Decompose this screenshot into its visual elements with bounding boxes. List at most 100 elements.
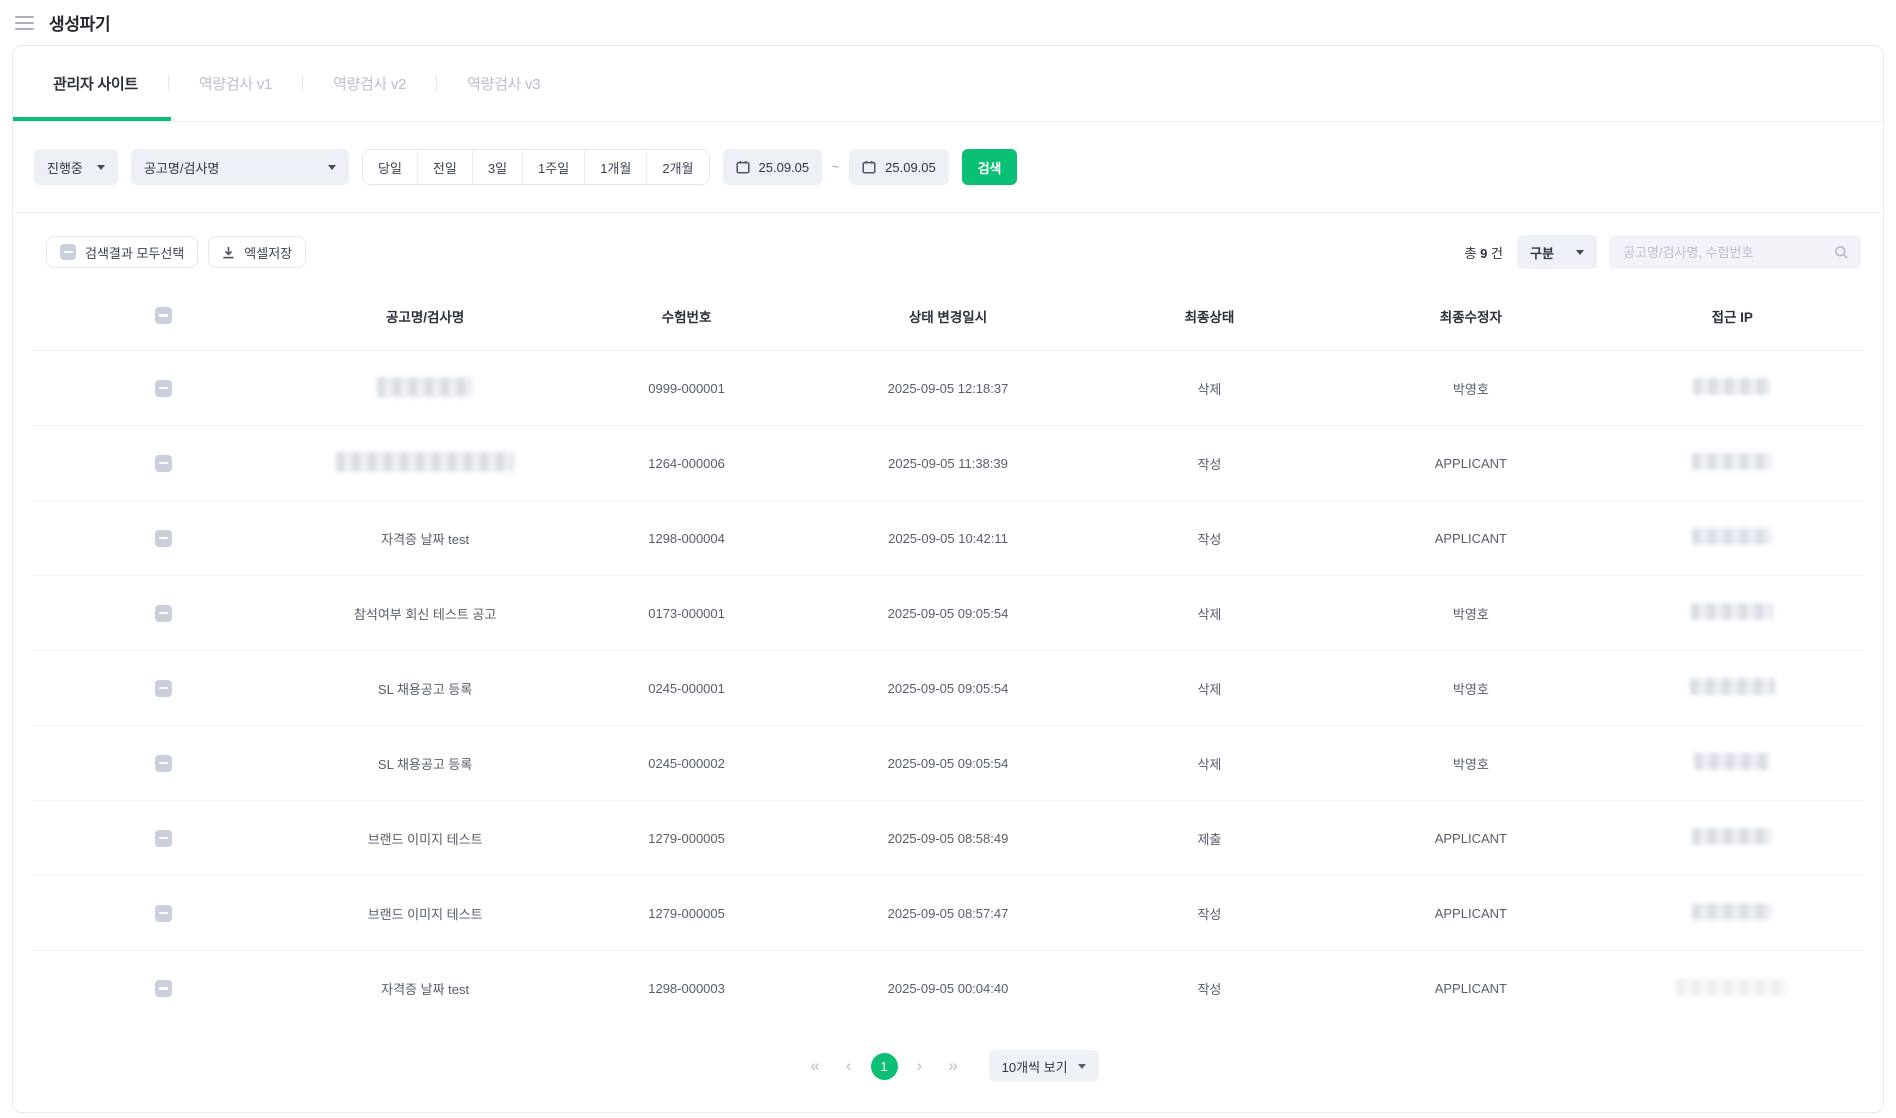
cell-name <box>294 376 555 400</box>
tab-separator <box>167 76 169 91</box>
cell-exam-no: 0999-000001 <box>648 380 725 396</box>
status-select[interactable]: 진행중 <box>34 149 118 185</box>
status-select-value: 진행중 <box>47 160 83 176</box>
cell-name: 자격증 날짜 test <box>381 531 470 547</box>
range-button-0[interactable]: 당일 <box>363 150 417 184</box>
cell-changed-at: 2025-09-05 08:58:49 <box>887 830 1009 846</box>
table-row[interactable]: 브랜드 이미지 테스트 1279-000005 2025-09-05 08:58… <box>33 801 1863 876</box>
table-row[interactable]: 1264-000006 2025-09-05 11:38:39 작성 APPLI… <box>33 426 1863 501</box>
cell-status: 작성 <box>1197 456 1222 472</box>
cell-modifier: 박영호 <box>1452 606 1489 622</box>
current-page-button[interactable]: 1 <box>870 1052 898 1080</box>
row-checkbox-cell <box>33 379 294 397</box>
page-size-value: 10개씩 보기 <box>1001 1059 1068 1075</box>
tab-3[interactable]: 역량검사 v3 <box>467 76 541 93</box>
cell-name: SL 채용공고 등록 <box>377 756 473 772</box>
range-button-1[interactable]: 전일 <box>416 150 472 184</box>
cell-changed-at: 2025-09-05 11:38:39 <box>888 455 1008 471</box>
select-all-results-button[interactable]: 검색결과 모두선택 <box>46 236 199 268</box>
cell-modifier: 박영호 <box>1452 681 1489 697</box>
search-button[interactable]: 검색 <box>961 149 1018 185</box>
row-checkbox[interactable] <box>155 679 173 697</box>
row-checkbox-cell <box>33 829 294 847</box>
row-checkbox[interactable] <box>155 454 173 472</box>
search-field-select[interactable]: 공고명/검사명 <box>131 149 349 185</box>
content-card: 관리자 사이트 역량검사 v1 역량검사 v2 역량검사 v3 진행중 공고명/검사명… <box>12 45 1884 1113</box>
cell-changed-at: 2025-09-05 10:42:11 <box>888 530 1008 546</box>
date-range-tilde: ~ <box>832 160 840 174</box>
range-button-5[interactable]: 2개월 <box>646 150 709 184</box>
table-row[interactable]: SL 채용공고 등록 0245-000002 2025-09-05 09:05:… <box>33 726 1863 801</box>
masked-ip <box>1692 528 1773 545</box>
cell-status: 작성 <box>1197 982 1222 997</box>
cell-changed-at: 2025-09-05 09:05:54 <box>887 605 1009 621</box>
table-toolbar: 검색결과 모두선택 엑셀저장 총 9 건 구분 <box>13 213 1883 281</box>
row-checkbox[interactable] <box>155 829 173 847</box>
row-checkbox-cell <box>33 904 294 922</box>
tabs: 관리자 사이트 역량검사 v1 역량검사 v2 역량검사 v3 <box>13 46 1883 121</box>
date-range-button-group: 당일 전일 3일 1주일 1개월 2개월 <box>362 149 710 185</box>
cell-exam-no: 1279-000005 <box>648 830 725 846</box>
cell-status: 작성 <box>1197 531 1222 547</box>
chevron-down-icon <box>1077 1063 1086 1069</box>
calendar-icon <box>735 161 750 174</box>
tab-1[interactable]: 역량검사 v1 <box>198 76 272 93</box>
table-row[interactable]: SL 채용공고 등록 0245-000001 2025-09-05 09:05:… <box>33 651 1863 726</box>
hamburger-icon[interactable] <box>15 15 34 30</box>
cell-modifier: APPLICANT <box>1434 830 1507 846</box>
cell-exam-no: 1279-000005 <box>648 905 725 921</box>
cell-name: 브랜드 이미지 테스트 <box>367 906 483 922</box>
column-header-3: 최종상태 <box>1184 309 1235 325</box>
row-checkbox[interactable] <box>155 379 173 397</box>
tab-0[interactable]: 관리자 사이트 <box>53 76 138 93</box>
cell-ip <box>1602 903 1863 923</box>
prev-page-button[interactable]: ‹ <box>845 1056 852 1075</box>
last-page-button[interactable]: » <box>948 1056 958 1075</box>
table-row[interactable]: 자격증 날짜 test 1298-000003 2025-09-05 00:04… <box>33 951 1863 1026</box>
cell-exam-no: 1298-000003 <box>648 981 725 996</box>
page-size-select[interactable]: 10개씩 보기 <box>988 1050 1099 1082</box>
column-header-5: 접근 IP <box>1711 309 1753 325</box>
next-page-button[interactable]: › <box>916 1056 923 1075</box>
table-row[interactable]: 자격증 날짜 test 1298-000004 2025-09-05 10:42… <box>33 501 1863 576</box>
table-search <box>1609 235 1861 269</box>
row-checkbox[interactable] <box>155 604 173 622</box>
cell-changed-at: 2025-09-05 09:05:54 <box>887 680 1009 696</box>
row-checkbox-cell <box>33 754 294 772</box>
tab-separator <box>302 76 303 91</box>
cell-exam-no: 0245-000002 <box>648 755 725 771</box>
table-search-input[interactable] <box>1621 243 1821 261</box>
date-from-input[interactable]: 25.09.05 <box>722 149 823 185</box>
filter-bar: 진행중 공고명/검사명 당일 전일 3일 1주일 1개월 2개월 25.09.05 ~ 2… <box>13 122 1883 213</box>
cell-status: 작성 <box>1197 906 1222 922</box>
date-to-input[interactable]: 25.09.05 <box>849 149 949 185</box>
table-row[interactable]: 브랜드 이미지 테스트 1279-000005 2025-09-05 08:57… <box>33 876 1863 951</box>
table-row[interactable]: 0999-000001 2025-09-05 12:18:37 삭제 박영호 <box>33 351 1863 426</box>
magnifier-icon[interactable] <box>1834 245 1849 260</box>
range-button-2[interactable]: 3일 <box>471 150 523 184</box>
cell-changed-at: 2025-09-05 08:57:47 <box>887 905 1009 921</box>
masked-name <box>336 451 515 472</box>
page-header: 생성파기 <box>0 0 1896 45</box>
row-checkbox[interactable] <box>155 754 173 772</box>
cell-ip <box>1602 828 1863 848</box>
range-button-3[interactable]: 1주일 <box>522 150 585 184</box>
table-body: 0999-000001 2025-09-05 12:18:37 삭제 박영호 1… <box>13 351 1883 1026</box>
excel-export-button[interactable]: 엑셀저장 <box>208 236 307 268</box>
row-checkbox[interactable] <box>155 904 173 922</box>
row-checkbox[interactable] <box>155 980 173 998</box>
cell-modifier: 박영호 <box>1452 756 1489 772</box>
pagination: « ‹ 1 › » 10개씩 보기 <box>13 1026 1883 1112</box>
tab-separator <box>436 76 438 91</box>
select-all-results-label: 검색결과 모두선택 <box>85 245 185 261</box>
first-page-button[interactable]: « <box>810 1056 820 1075</box>
range-button-4[interactable]: 1개월 <box>584 150 647 184</box>
row-checkbox[interactable] <box>155 529 173 547</box>
tab-2[interactable]: 역량검사 v2 <box>333 76 407 93</box>
cell-status: 삭제 <box>1197 381 1222 397</box>
table-row[interactable]: 참석여부 회신 테스트 공고 0173-000001 2025-09-05 09… <box>33 576 1863 651</box>
type-select-value: 구분 <box>1530 245 1554 261</box>
select-all-checkbox[interactable] <box>155 307 173 324</box>
type-select[interactable]: 구분 <box>1517 235 1597 269</box>
column-header-0: 공고명/검사명 <box>385 309 465 325</box>
